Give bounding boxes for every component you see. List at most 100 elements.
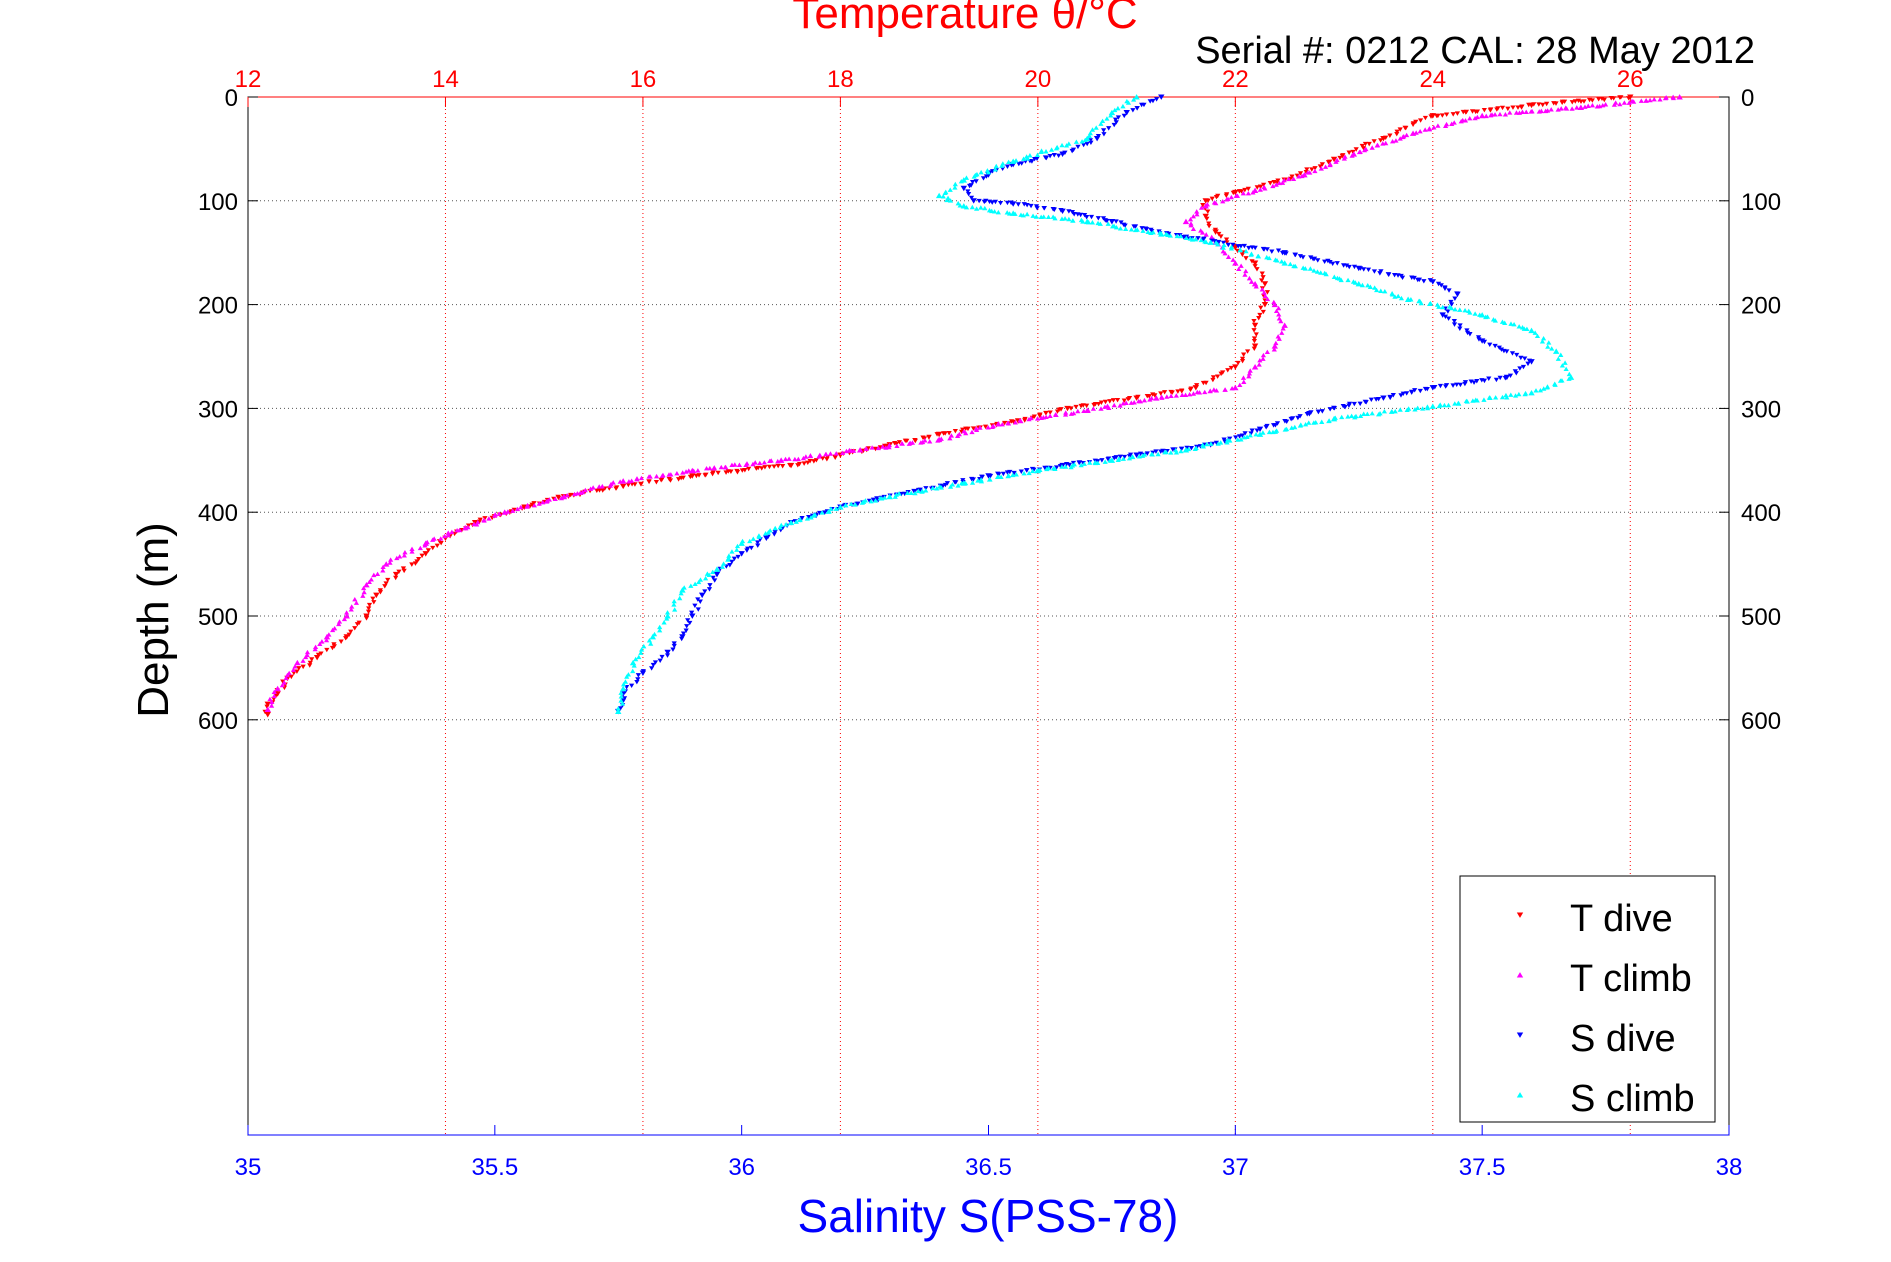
data-point	[1239, 358, 1246, 364]
data-point	[1276, 312, 1282, 317]
data-point	[1098, 406, 1104, 411]
data-point	[1373, 397, 1379, 402]
data-point	[269, 699, 275, 704]
data-point	[1629, 98, 1635, 104]
data-point	[1075, 144, 1081, 150]
data-point	[1023, 468, 1030, 473]
data-point	[1260, 430, 1266, 435]
data-point	[1393, 138, 1399, 143]
data-point	[416, 557, 422, 562]
data-point	[1254, 185, 1260, 190]
data-point	[1248, 252, 1254, 257]
data-point	[1502, 112, 1509, 117]
data-point	[763, 535, 770, 542]
data-point	[1502, 376, 1508, 381]
data-point	[1264, 290, 1271, 295]
data-point	[1251, 338, 1258, 344]
series-s-climb	[615, 94, 1575, 715]
data-point	[759, 466, 765, 471]
data-point	[1544, 101, 1550, 107]
data-point	[590, 485, 596, 490]
data-point	[1360, 146, 1367, 151]
data-point	[1052, 215, 1058, 221]
data-point	[1056, 153, 1062, 159]
data-point	[1188, 446, 1195, 451]
data-point	[1303, 421, 1309, 427]
data-point	[1246, 275, 1253, 281]
data-point	[647, 474, 653, 479]
data-point	[1670, 94, 1676, 100]
data-point	[1292, 424, 1298, 430]
data-point	[454, 528, 460, 533]
data-point	[1429, 279, 1436, 285]
data-point	[1279, 330, 1285, 335]
data-point	[1345, 414, 1351, 419]
data-point	[388, 557, 394, 562]
data-point	[1084, 403, 1090, 409]
data-point	[1638, 98, 1644, 103]
data-point	[986, 477, 993, 482]
data-point	[264, 706, 271, 712]
data-point	[1220, 245, 1226, 250]
data-point	[1043, 149, 1049, 154]
data-point	[615, 706, 621, 711]
data-point	[1004, 200, 1011, 206]
data-point	[1230, 242, 1236, 248]
data-point	[1013, 472, 1019, 477]
data-point	[771, 532, 777, 537]
data-point	[1158, 94, 1165, 100]
data-point	[1089, 127, 1096, 132]
data-point	[827, 451, 834, 456]
data-point	[775, 463, 781, 469]
data-point	[992, 167, 998, 172]
data-point	[1362, 399, 1368, 405]
data-point	[1078, 403, 1084, 409]
data-point	[1311, 420, 1317, 425]
data-point	[294, 659, 301, 666]
data-point	[1218, 234, 1224, 239]
data-point	[970, 198, 977, 204]
data-point	[1436, 403, 1442, 409]
data-point	[1374, 143, 1380, 148]
data-point	[1334, 261, 1340, 266]
data-point	[264, 704, 270, 710]
data-point	[1111, 223, 1117, 228]
data-point	[1031, 156, 1038, 162]
data-point	[969, 179, 976, 185]
data-point	[1462, 307, 1468, 313]
data-point	[1073, 404, 1079, 410]
data-point	[1552, 382, 1558, 387]
data-point	[709, 471, 716, 477]
data-point	[1543, 108, 1549, 114]
data-point	[1209, 196, 1215, 201]
data-point	[727, 563, 733, 568]
data-point	[1317, 164, 1323, 169]
data-point	[935, 438, 941, 443]
data-point	[1462, 381, 1468, 387]
data-point	[1330, 261, 1336, 267]
data-point	[1374, 287, 1380, 293]
data-point	[1427, 301, 1433, 307]
series-s-dive	[615, 94, 1535, 715]
data-point	[755, 543, 761, 548]
data-point	[952, 428, 958, 434]
data-point	[1322, 259, 1328, 265]
data-point	[1092, 459, 1098, 465]
data-point	[1437, 383, 1444, 389]
data-point	[402, 549, 408, 555]
data-point	[1271, 423, 1277, 428]
data-point	[974, 206, 980, 211]
data-point	[1033, 214, 1039, 219]
temperature-tick-label: 24	[1419, 66, 1446, 93]
data-point	[808, 515, 814, 520]
data-point	[1283, 251, 1289, 256]
data-point	[1053, 146, 1060, 151]
data-point	[870, 497, 877, 503]
data-point	[734, 547, 740, 552]
data-point	[1371, 269, 1378, 274]
data-point	[1274, 258, 1280, 263]
data-point	[1518, 355, 1524, 361]
data-point	[1089, 220, 1096, 225]
data-point	[837, 504, 844, 510]
data-point	[1112, 107, 1118, 113]
